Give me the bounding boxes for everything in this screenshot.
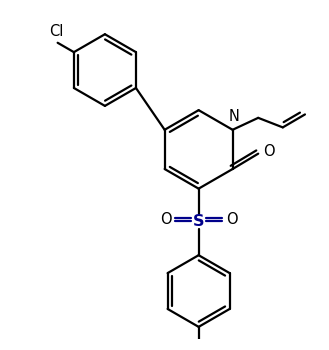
Text: S: S bbox=[193, 214, 204, 229]
Text: O: O bbox=[226, 212, 238, 227]
Text: N: N bbox=[229, 108, 240, 124]
Text: Cl: Cl bbox=[49, 25, 63, 39]
Text: O: O bbox=[263, 145, 274, 160]
Text: O: O bbox=[160, 212, 171, 227]
